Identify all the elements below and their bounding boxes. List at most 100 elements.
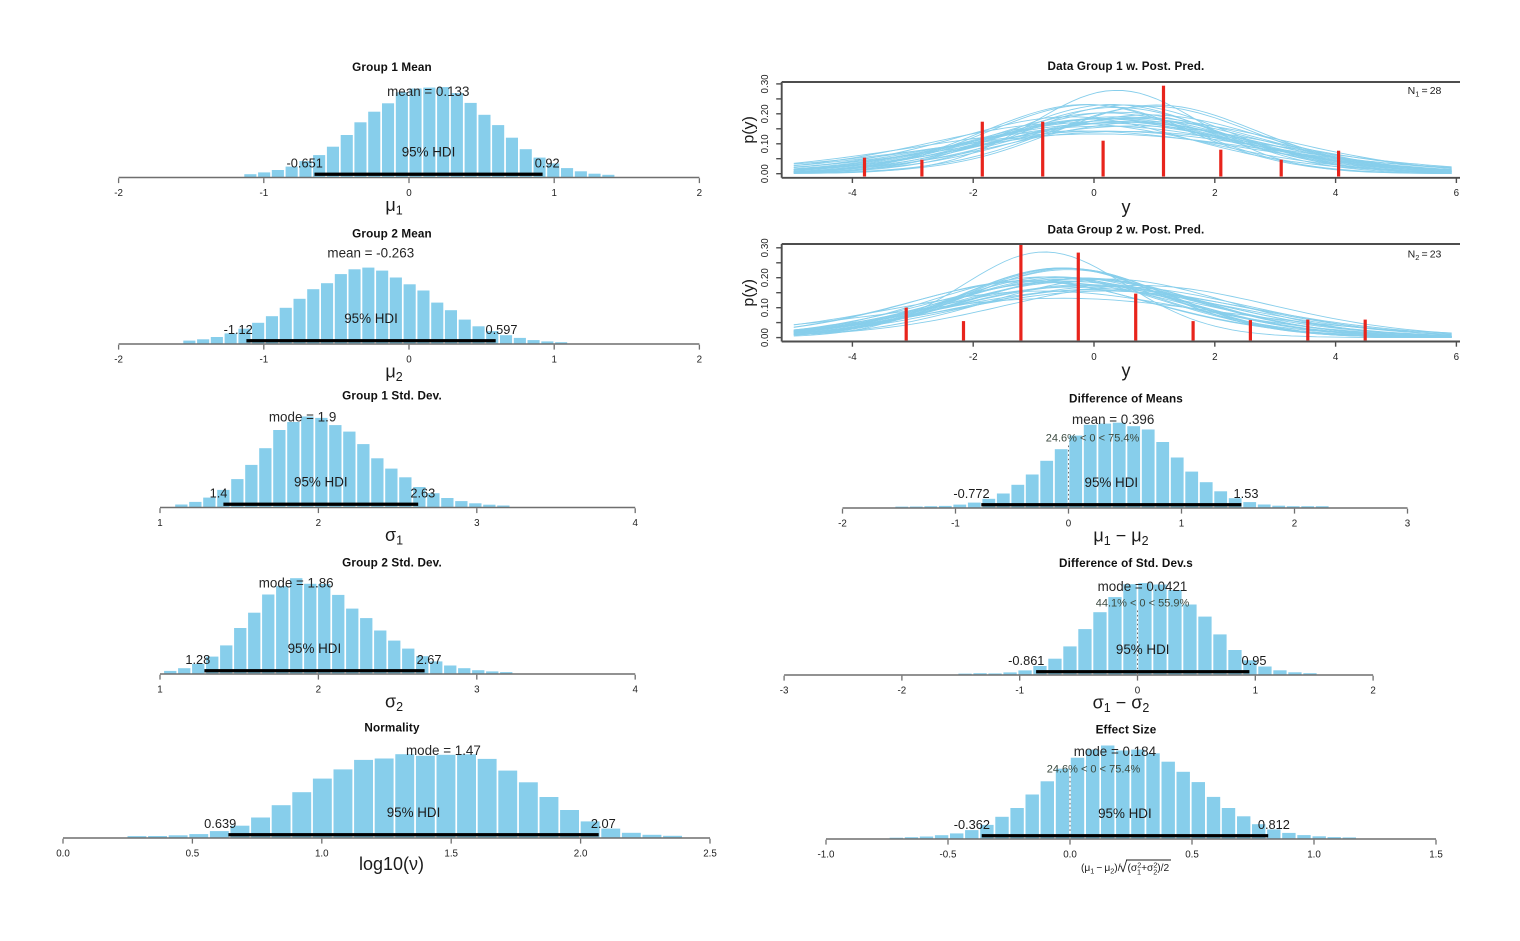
svg-text:log10(ν): log10(ν) (359, 854, 424, 874)
svg-text:95% HDI: 95% HDI (288, 641, 342, 656)
svg-text:-2: -2 (114, 188, 123, 199)
svg-text:2.07: 2.07 (591, 816, 616, 831)
svg-text:4: 4 (1333, 352, 1339, 363)
svg-text:2: 2 (1292, 518, 1297, 529)
svg-text:1.4: 1.4 (210, 486, 228, 501)
svg-text:Data Group 2 w. Post. Pred.: Data Group 2 w. Post. Pred. (1048, 224, 1205, 237)
svg-text:y: y (1122, 361, 1131, 381)
svg-text:1.0: 1.0 (315, 848, 329, 859)
svg-text:0.95: 0.95 (1242, 653, 1267, 668)
svg-text:3: 3 (474, 684, 480, 695)
svg-text:-4: -4 (848, 188, 857, 199)
svg-text:2: 2 (697, 188, 702, 199)
svg-text:mode = 1.86: mode = 1.86 (259, 576, 334, 591)
svg-text:mean = -0.263: mean = -0.263 (327, 246, 414, 261)
svg-text:mean = 0.133: mean = 0.133 (387, 84, 469, 99)
svg-text:0.10: 0.10 (760, 134, 771, 154)
svg-text:-2: -2 (969, 188, 978, 199)
svg-text:1: 1 (157, 684, 162, 695)
svg-text:-2: -2 (114, 354, 123, 365)
svg-text:24.6% < 0 < 75.4%: 24.6% < 0 < 75.4% (1046, 433, 1140, 445)
svg-text:0.639: 0.639 (204, 816, 236, 831)
svg-text:-0.651: -0.651 (287, 156, 323, 171)
svg-text:4: 4 (632, 684, 638, 695)
svg-text:y: y (1122, 197, 1131, 217)
svg-text:1: 1 (1253, 685, 1258, 696)
svg-text:3: 3 (1405, 518, 1411, 529)
svg-text:95% HDI: 95% HDI (1116, 642, 1170, 657)
svg-text:Effect Size: Effect Size (1096, 724, 1157, 737)
svg-text:0.5: 0.5 (1185, 849, 1199, 860)
svg-text:95% HDI: 95% HDI (1098, 806, 1152, 821)
svg-text:N1 = 28: N1 = 28 (1408, 85, 1442, 99)
svg-text:-1: -1 (259, 188, 268, 199)
svg-text:0.20: 0.20 (760, 268, 771, 288)
svg-text:95% HDI: 95% HDI (294, 475, 348, 490)
svg-text:2.0: 2.0 (574, 848, 588, 859)
svg-text:-0.772: -0.772 (953, 486, 989, 501)
svg-text:σ1 − σ2: σ1 − σ2 (1093, 693, 1150, 716)
svg-text:-0.5: -0.5 (940, 849, 957, 860)
svg-text:Group 2 Std. Dev.: Group 2 Std. Dev. (342, 557, 442, 570)
svg-text:0.30: 0.30 (760, 238, 771, 258)
svg-text:95% HDI: 95% HDI (344, 311, 398, 326)
svg-text:1.5: 1.5 (1429, 849, 1443, 860)
svg-text:1: 1 (1179, 518, 1184, 529)
svg-text:95% HDI: 95% HDI (1085, 475, 1139, 490)
svg-text:24.6% < 0 < 75.4%: 24.6% < 0 < 75.4% (1047, 764, 1141, 776)
svg-text:1: 1 (551, 188, 556, 199)
svg-text:1.0: 1.0 (1307, 849, 1321, 860)
svg-text:0.00: 0.00 (760, 328, 771, 348)
svg-text:-1.12: -1.12 (224, 322, 253, 337)
svg-text:6: 6 (1454, 188, 1460, 199)
svg-text:p(y): p(y) (741, 116, 758, 144)
svg-text:0: 0 (1091, 352, 1097, 363)
svg-text:mode = 1.47: mode = 1.47 (406, 743, 481, 758)
svg-text:√: √ (1119, 860, 1127, 876)
svg-text:2: 2 (1212, 352, 1217, 363)
svg-text:4: 4 (632, 518, 638, 529)
svg-text:95% HDI: 95% HDI (387, 805, 441, 820)
svg-text:0.812: 0.812 (1258, 817, 1290, 832)
svg-text:2.63: 2.63 (410, 486, 435, 501)
svg-text:Difference of Means: Difference of Means (1069, 393, 1183, 406)
svg-text:-3: -3 (780, 685, 789, 696)
svg-text:Group 1 Mean: Group 1 Mean (352, 61, 432, 74)
svg-text:3: 3 (474, 518, 480, 529)
svg-text:-2: -2 (969, 352, 978, 363)
svg-text:0.30: 0.30 (760, 74, 771, 94)
svg-text:Data Group 1 w. Post. Pred.: Data Group 1 w. Post. Pred. (1048, 60, 1205, 73)
svg-text:0.10: 0.10 (760, 298, 771, 318)
svg-text:95% HDI: 95% HDI (402, 145, 456, 160)
svg-text:0.0: 0.0 (1063, 849, 1077, 860)
svg-text:Group 2 Mean: Group 2 Mean (352, 227, 432, 240)
svg-text:-1: -1 (951, 518, 960, 529)
svg-text:-2: -2 (898, 685, 907, 696)
svg-text:mode = 1.9: mode = 1.9 (269, 410, 336, 425)
svg-text:1: 1 (551, 354, 556, 365)
svg-text:(μ1 − μ2)/: (μ1 − μ2)/ (1081, 863, 1121, 875)
svg-text:4: 4 (1333, 188, 1339, 199)
svg-text:mode = 0.0421: mode = 0.0421 (1098, 579, 1188, 594)
svg-text:(σ21+σ22)/2: (σ2 1+σ2 2)/2 (1128, 860, 1170, 876)
svg-text:mean = 0.396: mean = 0.396 (1072, 412, 1154, 427)
svg-text:-2: -2 (838, 518, 847, 529)
svg-text:-1.0: -1.0 (818, 849, 835, 860)
svg-text:0.92: 0.92 (535, 156, 560, 171)
svg-text:-1: -1 (1015, 685, 1024, 696)
svg-text:-1: -1 (259, 354, 268, 365)
svg-text:μ1 − μ2: μ1 − μ2 (1093, 526, 1148, 549)
svg-text:0: 0 (406, 188, 412, 199)
svg-text:Group 1 Std. Dev.: Group 1 Std. Dev. (342, 390, 442, 403)
svg-text:-0.362: -0.362 (954, 817, 990, 832)
svg-text:0.00: 0.00 (760, 164, 771, 184)
svg-text:0.597: 0.597 (485, 322, 517, 337)
svg-text:1: 1 (157, 518, 162, 529)
svg-text:2: 2 (1370, 685, 1375, 696)
svg-text:2: 2 (316, 684, 321, 695)
svg-text:0: 0 (406, 354, 412, 365)
svg-text:-0.861: -0.861 (1008, 653, 1044, 668)
svg-text:p(y): p(y) (741, 279, 758, 307)
svg-text:2: 2 (1212, 188, 1217, 199)
svg-text:0.20: 0.20 (760, 104, 771, 124)
